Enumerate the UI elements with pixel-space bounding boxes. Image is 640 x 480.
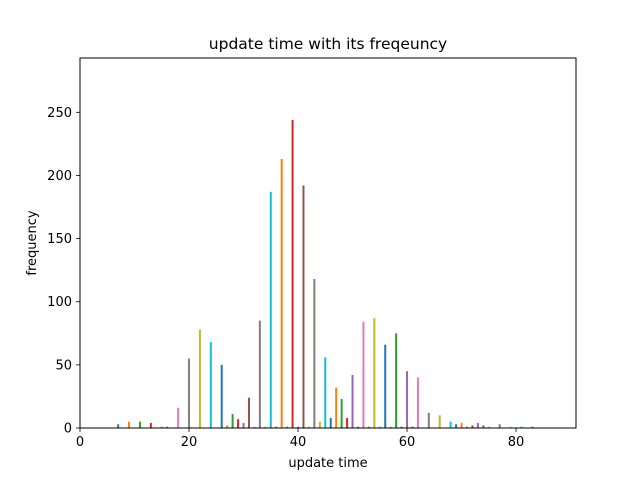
x-axis: 0 20 40 60 80 (76, 428, 524, 450)
bar (258, 320, 261, 428)
bar (226, 425, 229, 428)
bar (280, 159, 283, 428)
bar (128, 421, 131, 428)
bar (449, 421, 452, 428)
bar (411, 426, 414, 428)
bar (509, 426, 512, 428)
bar (291, 119, 294, 428)
bar (177, 407, 180, 428)
bar (138, 421, 141, 428)
bar (318, 421, 321, 428)
bar (498, 424, 501, 428)
bar (286, 426, 289, 428)
bar (367, 426, 370, 428)
bar (531, 426, 534, 428)
bar (482, 425, 485, 428)
plot-frame (79, 57, 577, 429)
x-axis-label: update time (288, 456, 367, 471)
bar (362, 321, 365, 428)
y-tick-label: 200 (47, 169, 72, 184)
bar (373, 318, 376, 428)
bar (520, 426, 523, 428)
bar (231, 414, 234, 428)
bar (324, 357, 327, 428)
bar (356, 426, 359, 428)
y-tick-label: 50 (55, 358, 72, 373)
bar (395, 333, 398, 428)
bar (264, 426, 267, 428)
bar (307, 426, 310, 428)
bar (237, 419, 240, 428)
bar (166, 426, 169, 428)
bar (198, 329, 201, 428)
x-tick-label: 80 (508, 435, 525, 450)
bar (476, 422, 479, 428)
bar (438, 415, 441, 428)
x-tick-label: 60 (399, 435, 416, 450)
y-tick-label: 0 (64, 422, 72, 437)
bar (389, 426, 392, 428)
bar (400, 426, 403, 428)
y-tick-label: 150 (47, 232, 72, 247)
bar (253, 426, 256, 428)
bar (188, 358, 191, 428)
bar (406, 371, 409, 428)
bar (335, 387, 338, 428)
x-tick-label: 40 (290, 435, 307, 450)
bar (275, 426, 278, 428)
bar (460, 422, 463, 428)
bar (329, 417, 332, 428)
bar (313, 278, 316, 428)
bar (487, 426, 490, 428)
bar (149, 422, 152, 428)
bar (297, 426, 300, 428)
bar (117, 424, 120, 428)
bar (340, 398, 343, 428)
bar (346, 417, 349, 428)
bar (378, 426, 381, 428)
bar (455, 424, 458, 428)
bar (302, 185, 305, 428)
bar (209, 342, 212, 428)
y-tick-label: 100 (47, 295, 72, 310)
y-tick-label: 250 (47, 106, 72, 121)
bar (384, 344, 387, 428)
y-axis-label: frequency (25, 210, 40, 276)
x-tick-label: 0 (76, 435, 84, 450)
bar (427, 412, 430, 428)
bar (416, 377, 419, 428)
bar (242, 422, 245, 428)
bar (269, 191, 272, 428)
bar (351, 374, 354, 428)
chart-title: update time with its freqeuncy (209, 35, 447, 53)
bar (220, 364, 223, 428)
bar (247, 397, 250, 428)
bar (160, 426, 163, 428)
bars-group (117, 119, 534, 428)
x-tick-label: 20 (181, 435, 198, 450)
bar (465, 426, 468, 428)
y-axis: 0 50 100 150 200 250 (47, 106, 80, 437)
bar (471, 425, 474, 428)
